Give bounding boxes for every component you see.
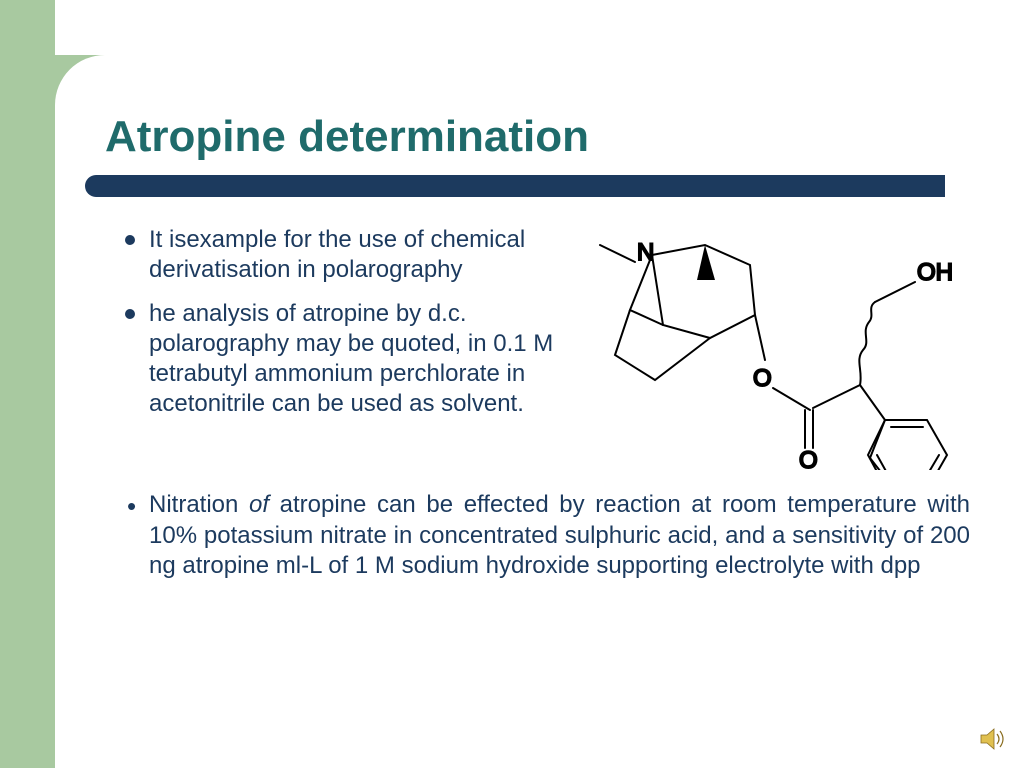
chemical-structure-figure: N O O OH <box>555 210 985 470</box>
bullet-text-pre: Nitration <box>149 491 249 518</box>
chem-label-oh: OH <box>917 259 953 286</box>
list-item: It isexample for the use of chemical der… <box>125 225 555 285</box>
sidebar-accent <box>0 0 55 768</box>
chem-label-n: N <box>637 239 654 266</box>
chem-label-o2: O <box>799 447 818 470</box>
bullet-text-post: atropine can be effected by reaction at … <box>149 491 970 579</box>
audio-icon[interactable] <box>980 728 1006 750</box>
top-bullet-list: It isexample for the use of chemical der… <box>125 225 555 433</box>
list-item: he analysis of atropine by d.c. polarogr… <box>125 299 555 419</box>
title-underline-bar <box>85 175 945 197</box>
bullet-text-italic: of <box>249 491 269 518</box>
sidebar-curve <box>55 55 105 105</box>
chem-label-o1: O <box>753 365 772 392</box>
bottom-bullet: Nitration of atropine can be effected by… <box>125 490 970 582</box>
slide-title: Atropine determination <box>105 112 589 162</box>
